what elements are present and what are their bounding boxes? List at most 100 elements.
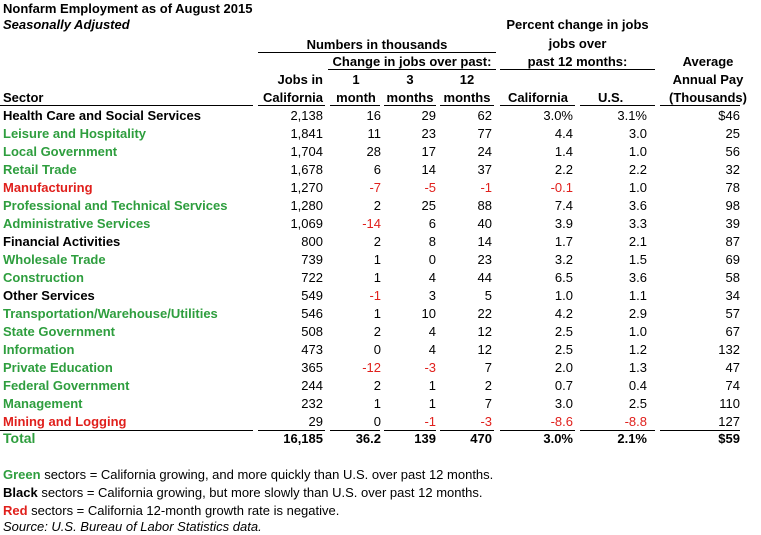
jobs-column-header-2: California (263, 90, 323, 105)
avg-pay-header-1: Average (682, 54, 734, 69)
table-row: Financial Activities 800 2 8 14 1.7 2.1 87 (0, 233, 761, 251)
total-12m: 470 (470, 431, 492, 446)
sector-name: Management (3, 396, 83, 411)
change-3m-cell: 6 (428, 216, 436, 231)
ca-pct-cell: 4.4 (554, 126, 573, 141)
change-1m-cell: -12 (362, 360, 381, 375)
us-pct-cell: 3.3 (628, 216, 647, 231)
us-pct-cell: 1.2 (628, 342, 647, 357)
change-3m-cell: 25 (421, 198, 436, 213)
legend-item: Black sectors = California growing, but … (3, 485, 482, 500)
jobs-cell: 1,704 (290, 144, 323, 159)
change-1m-cell: 28 (366, 144, 381, 159)
ca-pct-cell: 1.4 (554, 144, 573, 159)
avg-pay-cell: 67 (725, 324, 740, 339)
ca-pct-cell: 2.5 (554, 324, 573, 339)
avg-pay-cell: 132 (718, 342, 740, 357)
sector-name: Financial Activities (3, 234, 121, 249)
ca-pct-cell: 2.2 (554, 162, 573, 177)
numbers-group-header: Numbers in thousands (306, 37, 448, 52)
change-1m-cell: -14 (362, 216, 381, 231)
legend-color-word: Green (3, 467, 41, 482)
avg-pay-header-3: (Thousands) (669, 90, 747, 105)
jobs-cell: 29 (308, 414, 323, 429)
change-1m-cell: 2 (373, 378, 381, 393)
change-3m-cell: 4 (428, 270, 436, 285)
table-row: State Government 508 2 4 12 2.5 1.0 67 (0, 323, 761, 341)
change-12m-cell: 23 (477, 252, 492, 267)
jobs-cell: 1,270 (290, 180, 323, 195)
change-1m-cell: 2 (373, 324, 381, 339)
change-3m-cell: -5 (424, 180, 436, 195)
table-row: Information 473 0 4 12 2.5 1.2 132 (0, 341, 761, 359)
change-3m-cell: 23 (421, 126, 436, 141)
table-row: Retail Trade 1,678 6 14 37 2.2 2.2 32 (0, 161, 761, 179)
change-12m-cell: 12 (477, 324, 492, 339)
ca-pct-cell: 3.9 (554, 216, 573, 231)
total-row: Total 16,185 36.2 139 470 3.0% 2.1% $59 (0, 430, 761, 448)
change-12m-cell: 37 (477, 162, 492, 177)
change-1m-cell: 11 (367, 126, 382, 141)
total-rule-jobs (258, 430, 325, 431)
avg-pay-cell: 25 (725, 126, 740, 141)
sector-name: Health Care and Social Services (3, 108, 201, 123)
change-3m-cell: -1 (424, 414, 436, 429)
change-12m-cell: 40 (477, 216, 492, 231)
table-row: Construction 722 1 4 44 6.5 3.6 58 (0, 269, 761, 287)
sector-name: Local Government (3, 144, 118, 159)
change-12m-cell: 2 (484, 378, 492, 393)
change-3m-cell: 0 (428, 252, 436, 267)
change-1m-cell: 1 (373, 270, 381, 285)
change-3m-cell: 29 (421, 108, 436, 123)
avg-pay-cell: 87 (725, 234, 740, 249)
source-note: Source: U.S. Bureau of Labor Statistics … (3, 519, 262, 534)
legend-color-word: Black (3, 485, 38, 500)
jobs-cell: 739 (301, 252, 323, 267)
sector-name: Administrative Services (3, 216, 151, 231)
twelve-months-header-1: 12 (459, 72, 475, 87)
pct-group-header-2: jobs over (548, 36, 607, 51)
change-12m-cell: 88 (477, 198, 492, 213)
change-12m-cell: -3 (480, 414, 492, 429)
avg-pay-cell: $46 (718, 108, 740, 123)
change-12m-cell: -1 (480, 180, 492, 195)
us-pct-header: U.S. (598, 90, 624, 105)
us-pct-cell: 1.0 (628, 324, 647, 339)
avg-pay-cell: 74 (725, 378, 740, 393)
us-pct-cell: 1.3 (628, 360, 647, 375)
jobs-cell: 546 (301, 306, 323, 321)
total-1m: 36.2 (355, 431, 381, 446)
sector-column-header: Sector (3, 90, 44, 105)
change-12m-cell: 12 (477, 342, 492, 357)
avg-pay-cell: 127 (718, 414, 740, 429)
change-12m-cell: 7 (484, 396, 492, 411)
us-pct-cell: 1.5 (628, 252, 647, 267)
ca-pct-cell: 6.5 (554, 270, 573, 285)
change-12m-cell: 22 (477, 306, 492, 321)
ca-pct-cell: 2.0 (554, 360, 573, 375)
sector-name: Retail Trade (3, 162, 77, 177)
jobs-column-header-1: Jobs in (277, 72, 323, 87)
total-rule-ca (500, 430, 575, 431)
us-pct-cell: 2.2 (628, 162, 647, 177)
twelve-months-header-2: months (443, 90, 491, 105)
sector-name: Construction (3, 270, 84, 285)
ca-pct-cell: 1.0 (554, 288, 573, 303)
change-3m-cell: -3 (424, 360, 436, 375)
ca-pct-cell: 3.0 (554, 396, 573, 411)
avg-pay-cell: 56 (725, 144, 740, 159)
avg-pay-cell: 47 (725, 360, 740, 375)
avg-pay-cell: 57 (725, 306, 740, 321)
one-month-header-1: 1 (352, 72, 360, 87)
table-row: Manufacturing 1,270 -7 -5 -1 -0.1 1.0 78 (0, 179, 761, 197)
change-3m-cell: 14 (421, 162, 436, 177)
three-months-header-1: 3 (406, 72, 414, 87)
table-row: Leisure and Hospitality 1,841 11 23 77 4.4 3.0… (0, 125, 761, 143)
change-3m-cell: 10 (421, 306, 436, 321)
change-12m-cell: 7 (484, 360, 492, 375)
numbers-group-rule (258, 52, 496, 53)
sector-name: State Government (3, 324, 115, 339)
us-pct-cell: -8.8 (624, 414, 647, 429)
change-3m-cell: 8 (428, 234, 436, 249)
header-rule-1m (330, 105, 380, 106)
